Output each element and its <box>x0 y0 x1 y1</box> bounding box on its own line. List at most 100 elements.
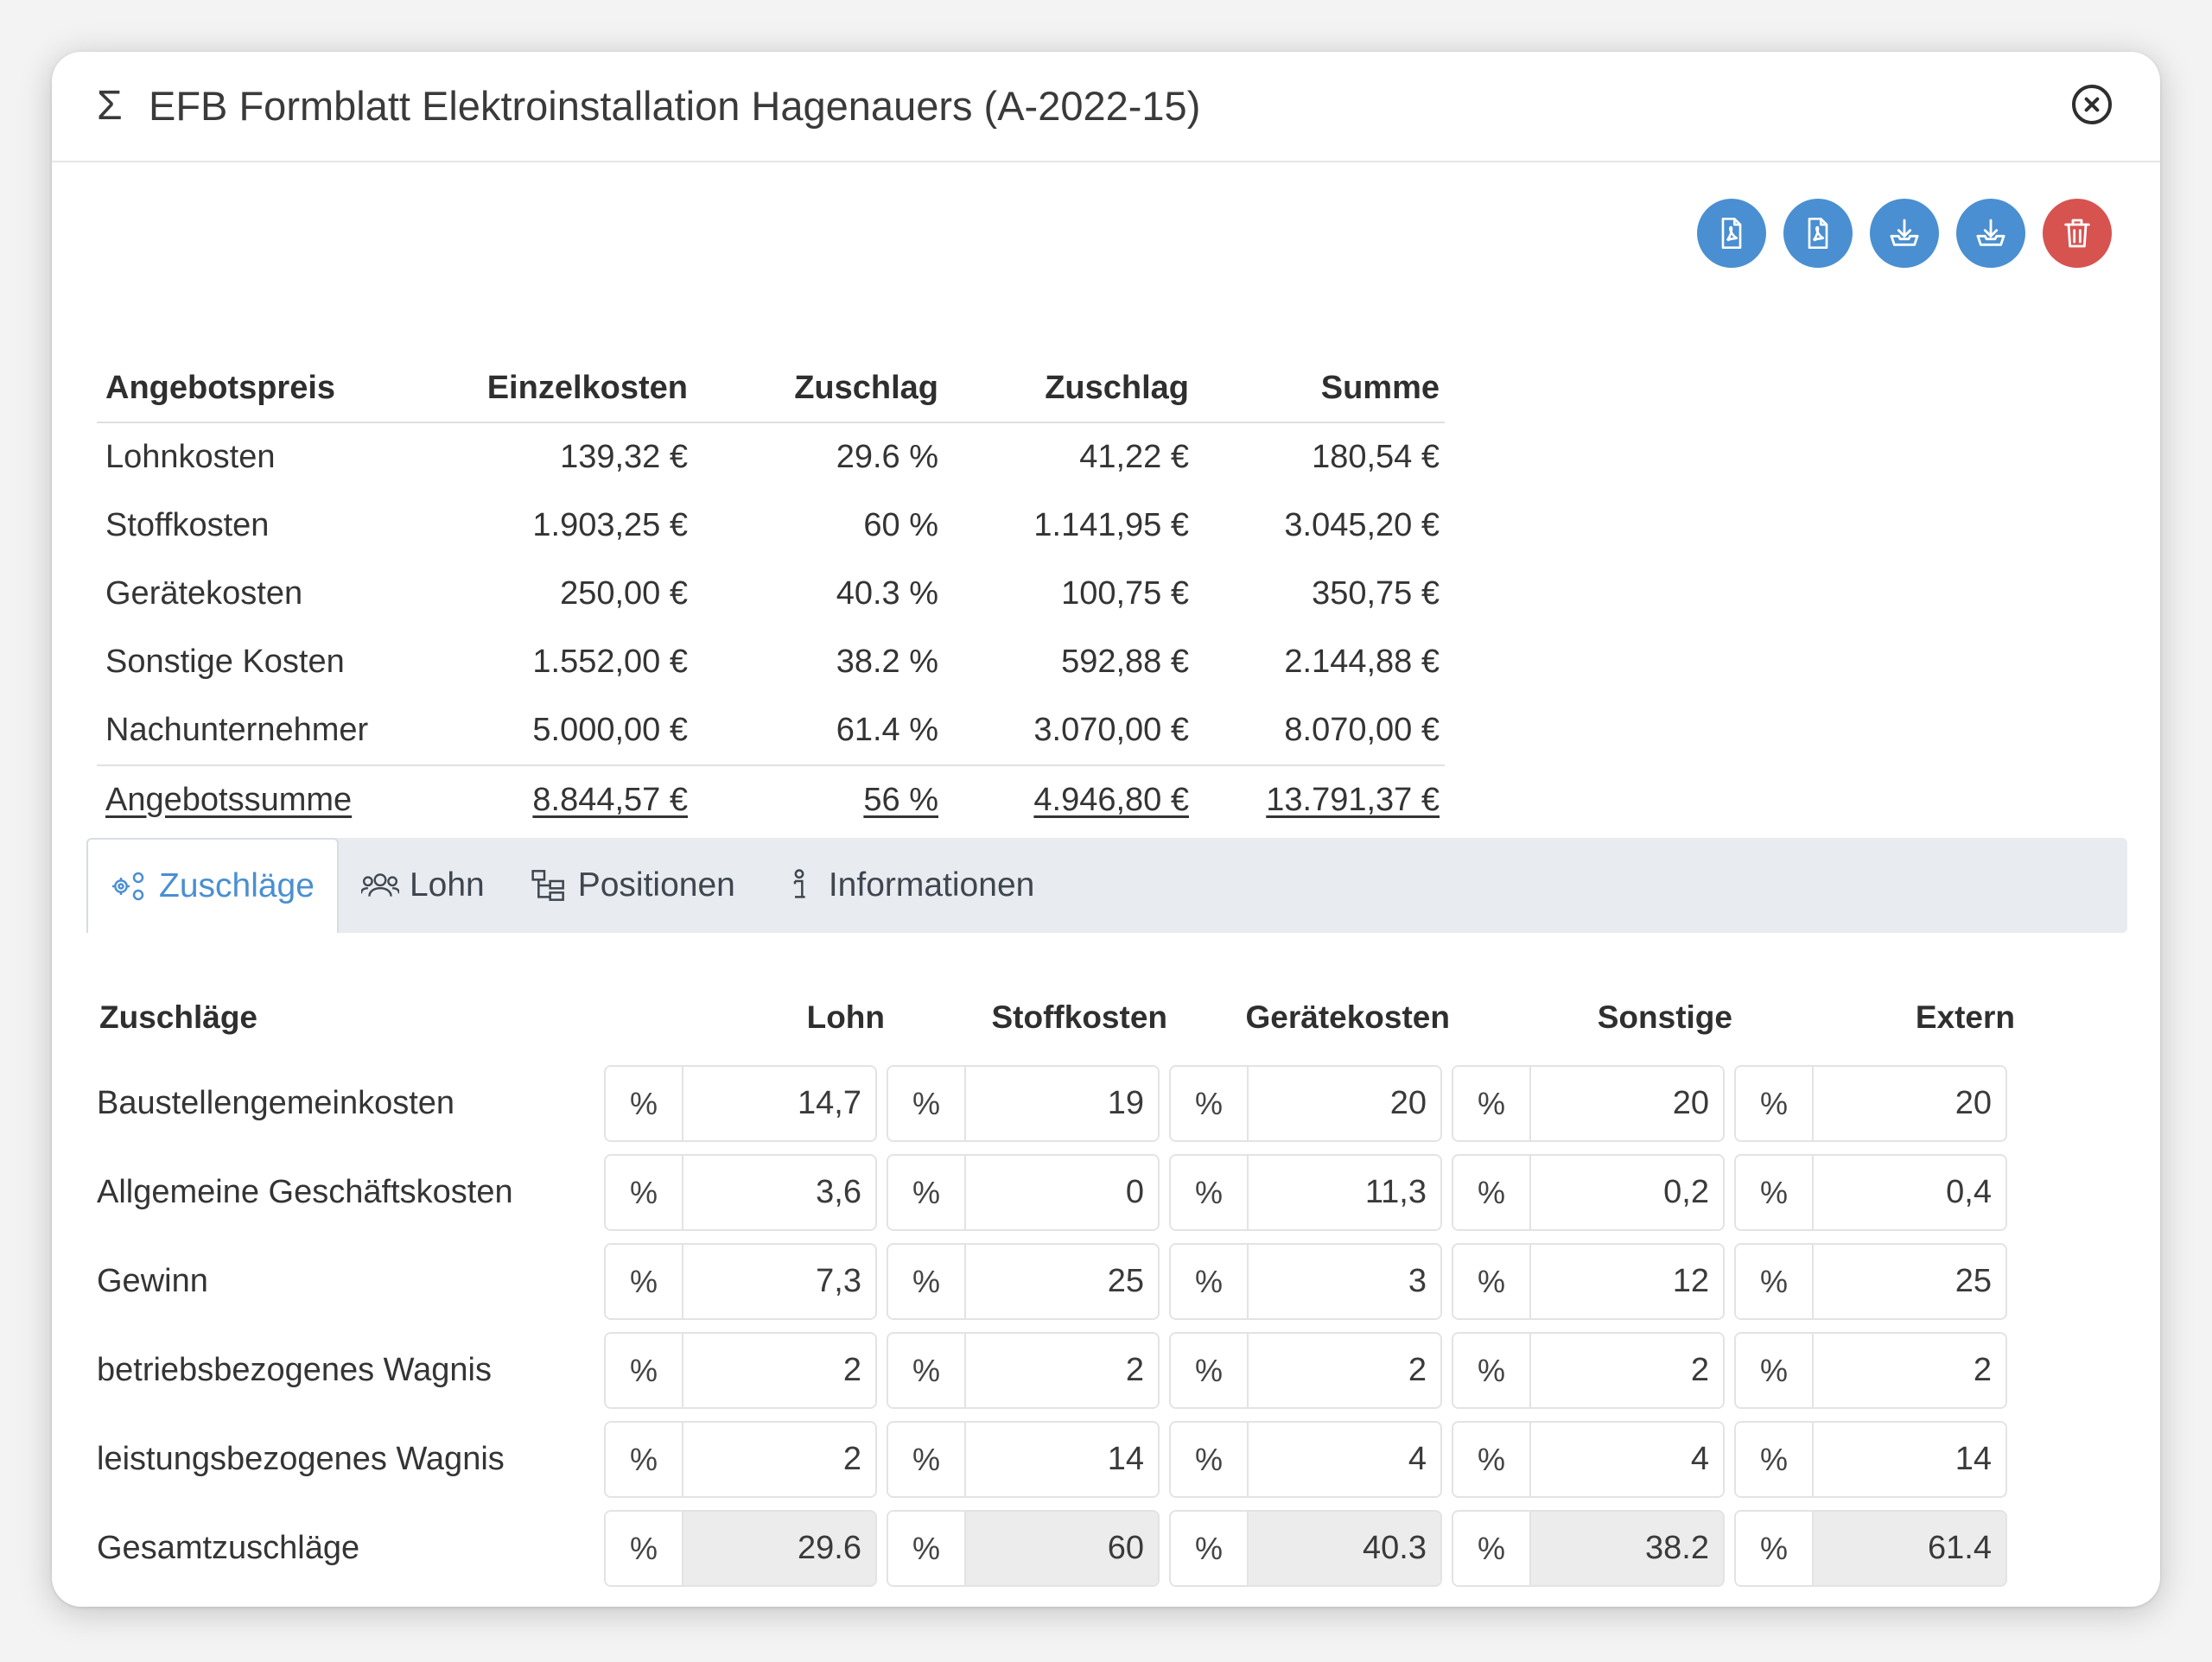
percent-input-group: % 25 <box>1734 1243 2007 1320</box>
tree-icon <box>530 868 568 903</box>
close-icon[interactable] <box>2072 85 2112 124</box>
percent-input-group: % 14 <box>887 1421 1160 1498</box>
export-pdf-button[interactable] <box>1697 199 1766 268</box>
zuschlaege-row: betriebsbezogenes Wagnis% 2% 2% 2% 2% 2 <box>86 1326 2022 1415</box>
percent-input[interactable]: 3,6 <box>683 1156 875 1229</box>
zuschlaege-grid: Zuschläge Lohn Stoffkosten Gerätekosten … <box>86 976 2022 1593</box>
percent-input-group: % 14,7 <box>604 1065 877 1142</box>
summary-header-row: Angebotspreis Einzelkosten Zuschlag Zusc… <box>97 354 1445 423</box>
percent-input[interactable]: 20 <box>1249 1067 1440 1140</box>
zuschlaege-row-label: Gewinn <box>97 1263 208 1299</box>
percent-input[interactable]: 2 <box>1249 1334 1440 1407</box>
column-header-stoffkosten: Stoffkosten <box>991 999 1168 1035</box>
summary-cell: 139,32 € <box>560 439 688 475</box>
column-header-sonstige: Sonstige <box>1597 999 1732 1035</box>
tab-lohn[interactable]: Lohn <box>339 838 507 933</box>
percent-input[interactable]: 20 <box>1814 1067 2005 1140</box>
tab-label: Positionen <box>577 866 735 904</box>
download-button[interactable] <box>1870 199 1939 268</box>
tab-zuschlaege[interactable]: Zuschläge <box>86 838 339 933</box>
summary-cell: 100,75 € <box>1061 575 1189 612</box>
summary-row-label: Lohnkosten <box>105 439 276 475</box>
percent-addon: % <box>1453 1067 1531 1140</box>
summary-total-cell: 4.946,80 € <box>938 764 1189 834</box>
percent-input-group: % 0 <box>887 1154 1160 1231</box>
summary-row: Stoffkosten 1.903,25 € 60 % 1.141,95 € 3.045… <box>97 492 1445 560</box>
percent-input[interactable]: 7,3 <box>683 1245 875 1318</box>
percent-input[interactable]: 14,7 <box>683 1067 875 1140</box>
users-icon <box>360 868 399 903</box>
summary-header: Einzelkosten <box>425 354 688 423</box>
zuschlaege-header-row: Zuschläge Lohn Stoffkosten Gerätekosten … <box>86 976 2022 1059</box>
download-icon <box>1976 219 2005 246</box>
percent-input[interactable]: 12 <box>1531 1245 1723 1318</box>
summary-cell: 5.000,00 € <box>532 712 688 748</box>
percent-input-group: % 60 <box>887 1510 1160 1587</box>
percent-addon: % <box>1171 1423 1249 1496</box>
percent-addon: % <box>1171 1245 1249 1318</box>
summary-total-cell: 56 % <box>688 764 938 834</box>
zuschlaege-total-row: Gesamtzuschläge% 29.6% 60% 40.3% 38.2% 61.4 <box>86 1504 2022 1593</box>
zuschlaege-row-label: betriebsbezogenes Wagnis <box>97 1352 492 1388</box>
percent-input[interactable]: 25 <box>1814 1245 2005 1318</box>
percent-input[interactable]: 4 <box>1531 1423 1723 1496</box>
summary-header: Zuschlag <box>938 354 1189 423</box>
summary-total-cell: 13.791,37 € <box>1189 764 1445 834</box>
summary-row: Sonstige Kosten 1.552,00 € 38.2 % 592,88 € 2… <box>97 628 1445 696</box>
percent-input[interactable]: 11,3 <box>1249 1156 1440 1229</box>
percent-input-group: % 4 <box>1169 1421 1442 1498</box>
zuschlaege-row-label: Baustellengemeinkosten <box>97 1085 455 1121</box>
summary-cell: 3.070,00 € <box>1033 712 1189 748</box>
percent-addon: % <box>1453 1334 1531 1407</box>
delete-button[interactable] <box>2043 199 2112 268</box>
percent-input[interactable]: 0,4 <box>1814 1156 2005 1229</box>
percent-input[interactable]: 0,2 <box>1531 1156 1723 1229</box>
percent-input[interactable]: 14 <box>1814 1423 2005 1496</box>
tab-informationen[interactable]: Informationen <box>758 838 1057 933</box>
percent-input[interactable]: 4 <box>1249 1423 1440 1496</box>
modal-title: EFB Formblatt Elektroinstallation Hagena… <box>149 83 1201 129</box>
percent-addon: % <box>1736 1156 1814 1229</box>
summary-cell: 350,75 € <box>1312 575 1440 612</box>
percent-input[interactable]: 2 <box>1531 1334 1723 1407</box>
tab-positionen[interactable]: Positionen <box>507 838 758 933</box>
percent-addon: % <box>1453 1156 1531 1229</box>
percent-input-group: % 19 <box>887 1065 1160 1142</box>
percent-input[interactable]: 20 <box>1531 1067 1723 1140</box>
percent-input[interactable]: 3 <box>1249 1245 1440 1318</box>
percent-input[interactable]: 2 <box>683 1334 875 1407</box>
pdf-icon <box>1721 218 1742 249</box>
percent-total-field: 61.4 <box>1814 1512 2005 1585</box>
percent-input[interactable]: 25 <box>966 1245 1158 1318</box>
summary-header: Summe <box>1189 354 1445 423</box>
percent-input[interactable]: 19 <box>966 1067 1158 1140</box>
percent-input[interactable]: 2 <box>966 1334 1158 1407</box>
percent-input[interactable]: 14 <box>966 1423 1158 1496</box>
percent-input-group: % 2 <box>887 1332 1160 1409</box>
summary-row-label: Stoffkosten <box>105 507 270 543</box>
download-icon <box>1890 219 1919 246</box>
percent-input-group: % 3 <box>1169 1243 1442 1320</box>
pdf-icon <box>1808 218 1828 249</box>
summary-row-label: Nachunternehmer <box>105 712 369 748</box>
sigma-icon: Σ <box>97 83 123 129</box>
download-button-2[interactable] <box>1956 199 2025 268</box>
tab-label: Informationen <box>828 866 1035 904</box>
summary-row-label: Sonstige Kosten <box>105 644 345 680</box>
percent-input[interactable]: 2 <box>1814 1334 2005 1407</box>
percent-input-group: % 7,3 <box>604 1243 877 1320</box>
percent-addon: % <box>888 1334 966 1407</box>
percent-input[interactable]: 2 <box>683 1423 875 1496</box>
summary-header: Angebotspreis <box>97 354 425 423</box>
summary-row-label: Gerätekosten <box>105 575 303 612</box>
summary-header: Zuschlag <box>688 354 938 423</box>
export-pdf-button-2[interactable] <box>1783 199 1853 268</box>
percent-addon: % <box>888 1245 966 1318</box>
percent-addon: % <box>1171 1512 1249 1585</box>
percent-addon: % <box>1453 1423 1531 1496</box>
percent-input[interactable]: 0 <box>966 1156 1158 1229</box>
percent-total-field: 40.3 <box>1249 1512 1440 1585</box>
percent-input-group: % 2 <box>1452 1332 1725 1409</box>
percent-addon: % <box>1453 1245 1531 1318</box>
summary-cell: 40.3 % <box>836 575 938 612</box>
